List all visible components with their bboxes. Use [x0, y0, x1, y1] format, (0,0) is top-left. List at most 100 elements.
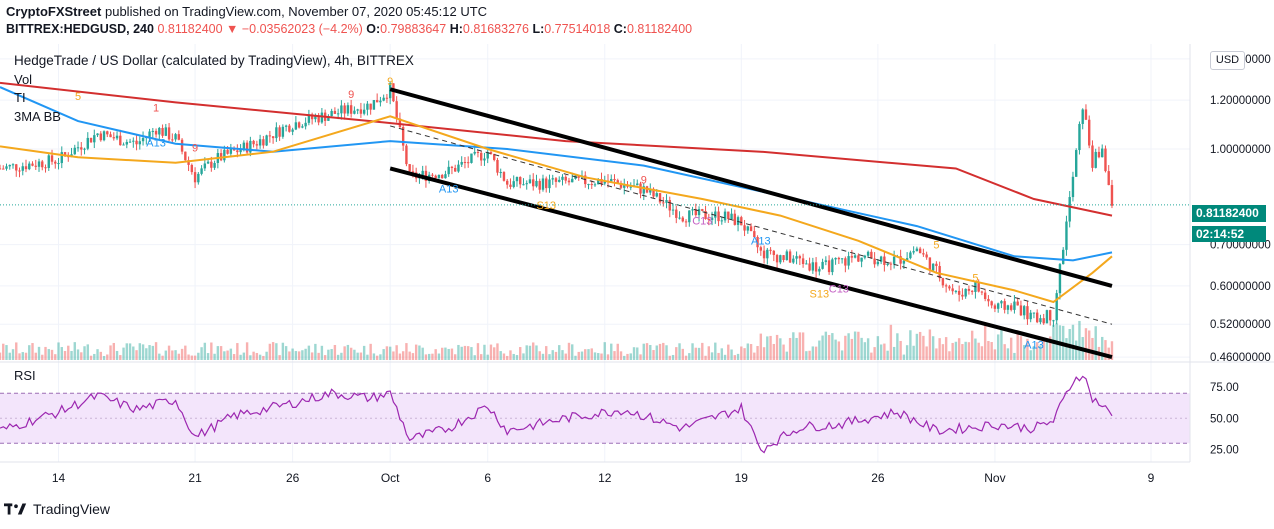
currency-button[interactable]: USD: [1210, 51, 1245, 70]
volume-bar: [135, 350, 138, 360]
volume-bar: [115, 350, 119, 360]
time-tick-label: 26: [871, 471, 885, 485]
candle-body: [307, 114, 311, 123]
volume-bar: [392, 351, 395, 360]
volume-bar: [509, 350, 512, 360]
volume-bar: [5, 345, 8, 360]
volume-bar: [987, 341, 990, 360]
volume-bar: [203, 342, 207, 360]
volume-bar: [850, 338, 854, 360]
candle-body: [1071, 176, 1075, 198]
volume-bar: [340, 352, 343, 360]
candle-body: [480, 152, 483, 161]
tradingview-logo[interactable]: TradingView: [4, 501, 110, 517]
volume-bar: [912, 345, 915, 360]
volume-bar: [496, 343, 499, 360]
brand-name: TradingView: [33, 501, 111, 517]
volume-bar: [275, 343, 278, 360]
volume-bar: [714, 342, 717, 360]
volume-bar: [463, 345, 467, 360]
volume-bar: [184, 345, 187, 360]
volume-bar: [587, 349, 590, 360]
volume-bar: [499, 351, 502, 360]
volume-bar: [1035, 342, 1039, 360]
volume-bar: [148, 345, 151, 360]
candle-body: [1000, 301, 1003, 304]
candle-body: [590, 184, 593, 186]
candle-body: [281, 126, 285, 137]
candle-body: [444, 174, 447, 179]
price-axis-ticks: 1.400000001.200000001.000000000.70000000…: [1210, 54, 1271, 364]
volume-bar: [545, 346, 548, 360]
volume-bar: [440, 347, 444, 360]
candle-body: [437, 174, 441, 179]
volume-bar: [678, 343, 681, 360]
volume-bar: [993, 349, 997, 360]
volume-bar: [76, 349, 80, 360]
volume-bar: [941, 344, 945, 360]
volume-bar: [704, 355, 707, 360]
candle-body: [649, 188, 652, 193]
volume-bar: [506, 355, 509, 360]
volume-bar: [860, 337, 863, 360]
candle-body: [905, 258, 909, 261]
author-name[interactable]: CryptoFXStreet: [6, 4, 102, 19]
volume-bar: [190, 355, 194, 360]
signal-label: S13: [536, 200, 556, 212]
candle-body: [99, 133, 102, 141]
candle-body: [356, 109, 359, 111]
candle-body: [931, 263, 935, 271]
volume-bar: [710, 352, 714, 360]
volume-bar: [158, 353, 161, 360]
volume-bar: [1071, 324, 1075, 360]
candle-body: [831, 259, 834, 273]
volume-bar: [122, 347, 125, 360]
time-tick-label: 26: [286, 471, 300, 485]
legend-item-ti[interactable]: TI: [14, 90, 26, 105]
candle-body: [115, 135, 119, 139]
signal-label: C13: [692, 215, 712, 227]
candle-body: [1107, 171, 1110, 186]
candle-body: [89, 137, 93, 143]
candle-body: [401, 127, 405, 146]
candle-body: [928, 257, 932, 271]
volume-bar: [167, 345, 171, 360]
candle-body: [171, 139, 174, 141]
volume-bar: [112, 342, 115, 360]
volume-bar: [2, 343, 5, 360]
candle-body: [60, 152, 63, 164]
volume-bar: [434, 349, 437, 360]
candle-body: [330, 110, 333, 117]
volume-bar: [538, 351, 541, 360]
volume-bar: [519, 347, 522, 360]
volume-bar: [1029, 350, 1032, 360]
volume-bar: [772, 343, 776, 360]
candle-body: [808, 263, 811, 271]
time-tick-label: Oct: [381, 471, 400, 485]
descending-channel: [389, 87, 1113, 360]
signal-label: 9: [348, 89, 354, 101]
candle-body: [301, 126, 304, 128]
rsi-pane-label[interactable]: RSI: [14, 368, 36, 383]
candle-body: [795, 256, 798, 259]
legend-item-vol[interactable]: Vol: [14, 71, 33, 87]
candle-body: [753, 231, 756, 237]
volume-bar: [671, 354, 675, 360]
volume-bar: [310, 352, 314, 360]
volume-bar: [294, 351, 298, 360]
candle-body: [476, 151, 480, 153]
legend-item-3ma-bb[interactable]: 3MA BB: [14, 108, 61, 124]
close-value: 0.81182400: [626, 22, 693, 36]
volume-bar: [8, 352, 11, 360]
candle-body: [21, 166, 24, 171]
high-value: 0.81683276: [462, 22, 529, 36]
volume-bar: [512, 353, 515, 360]
volume-bar: [944, 337, 948, 360]
volume-bar: [447, 348, 450, 360]
volume-bar: [47, 349, 50, 360]
volume-bar: [255, 352, 259, 360]
candle-body: [756, 236, 759, 248]
volume-bar: [297, 351, 301, 360]
volume-bar: [561, 350, 564, 360]
